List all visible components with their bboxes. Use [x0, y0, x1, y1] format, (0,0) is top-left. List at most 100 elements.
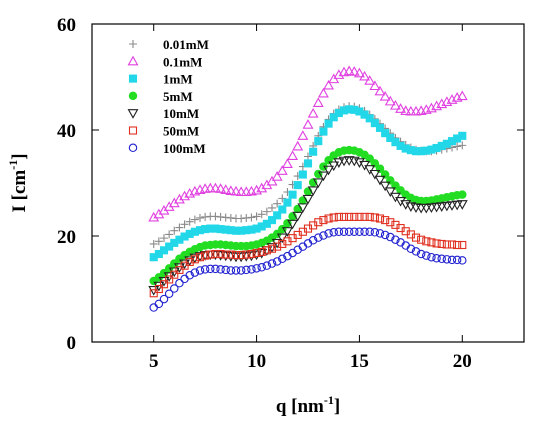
data-point: [242, 265, 251, 275]
data-point: [314, 218, 323, 227]
data-point: [353, 67, 365, 78]
data-point: [386, 218, 395, 227]
data-point: [328, 161, 340, 172]
data-point: [247, 213, 256, 222]
series-1mM: [149, 105, 467, 262]
data-point: [314, 137, 323, 146]
data-point: [160, 234, 168, 243]
data-point: [200, 265, 210, 274]
data-point: [374, 85, 386, 96]
data-point: [308, 235, 318, 245]
data-point: [317, 87, 329, 98]
data-point: [437, 239, 446, 248]
data-point: [348, 66, 360, 76]
data-point: [221, 250, 230, 259]
data-point: [185, 270, 194, 280]
data-point: [268, 203, 276, 212]
data-point: [256, 182, 268, 193]
data-point: [201, 251, 210, 260]
data-point: [453, 142, 462, 151]
data-point: [159, 294, 169, 304]
data-point: [323, 79, 335, 90]
data-point: [173, 263, 185, 273]
data-point: [190, 268, 200, 277]
y-axis-label: I [cm-1]: [6, 153, 30, 212]
data-point: [271, 171, 283, 181]
data-point: [432, 239, 441, 248]
data-point: [194, 252, 206, 262]
legend-label: 50mM: [163, 124, 199, 139]
data-point: [451, 200, 463, 211]
data-point: [196, 213, 204, 222]
data-point: [365, 212, 374, 221]
data-point: [355, 227, 364, 237]
data-point: [375, 214, 385, 223]
data-point: [242, 250, 251, 259]
x-tick-label: 20: [453, 351, 472, 372]
data-point: [303, 159, 313, 168]
data-point: [370, 228, 380, 237]
data-point: [272, 257, 282, 266]
legend-marker: [128, 74, 138, 83]
data-point: [324, 229, 333, 238]
legend-label: 100mM: [163, 141, 206, 156]
data-point: [453, 240, 462, 250]
data-point: [276, 165, 288, 175]
data-point: [360, 212, 369, 221]
axis-tick-labels: 5 10 15 20 0 20 40 60: [57, 15, 472, 372]
data-point: [190, 215, 199, 224]
data-point: [281, 158, 293, 168]
data-point: [379, 181, 391, 192]
data-point: [389, 99, 401, 110]
data-point: [252, 264, 261, 273]
data-point: [359, 70, 371, 81]
data-point: [185, 217, 194, 226]
data-point: [334, 227, 344, 237]
data-point: [323, 165, 335, 176]
data-point: [240, 252, 252, 262]
data-point: [235, 186, 247, 197]
y-tick-label: 40: [57, 121, 76, 142]
y-tick-label: 60: [57, 15, 76, 36]
data-point: [170, 284, 179, 293]
data-point: [283, 198, 292, 207]
data-point: [204, 182, 216, 193]
data-point: [278, 194, 287, 203]
data-point: [230, 252, 242, 263]
data-point: [273, 242, 282, 251]
data-point: [395, 103, 407, 113]
data-point: [235, 252, 247, 263]
data-point: [211, 249, 220, 259]
data-point: [226, 250, 235, 259]
data-point: [417, 235, 426, 244]
legend-label: 5mM: [163, 89, 193, 104]
data-point: [334, 212, 343, 221]
data-point: [333, 158, 345, 168]
legend-label: 1mM: [163, 72, 193, 87]
data-point: [287, 150, 299, 161]
data-point: [452, 255, 462, 265]
data-point: [148, 286, 160, 296]
data-point: [297, 203, 309, 214]
data-point: [175, 265, 184, 274]
data-point: [292, 211, 304, 222]
data-point: [288, 190, 297, 199]
data-point: [292, 140, 304, 151]
data-point: [365, 227, 374, 237]
x-tick-label: 15: [350, 351, 369, 372]
data-point: [158, 276, 170, 287]
data-point: [298, 170, 307, 179]
data-point: [386, 133, 395, 142]
data-point: [447, 255, 457, 265]
data-point: [369, 80, 381, 91]
data-point: [369, 169, 381, 180]
data-point: [364, 165, 376, 175]
data-point: [173, 193, 185, 204]
data-point: [314, 233, 323, 242]
data-point: [154, 237, 163, 246]
data-point: [370, 213, 379, 222]
data-point: [216, 265, 225, 274]
data-point: [154, 284, 163, 294]
data-point: [273, 199, 282, 208]
